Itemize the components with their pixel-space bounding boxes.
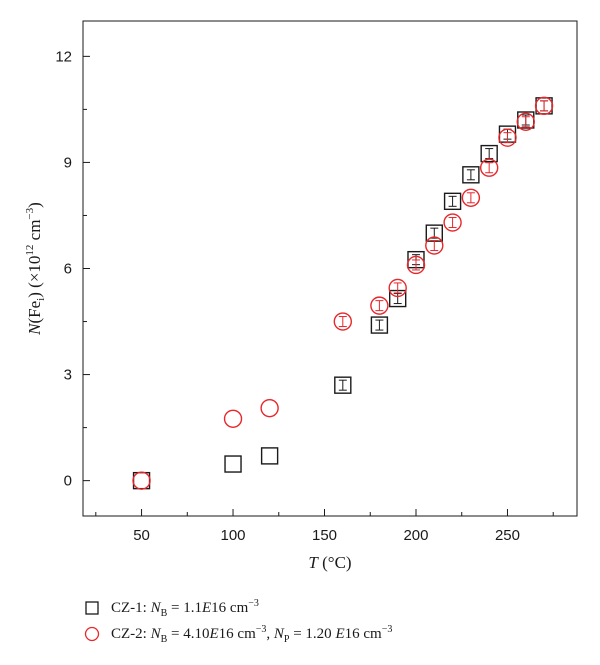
error-bar: [338, 316, 347, 328]
y-tick-label: 3: [64, 367, 72, 384]
error-bar: [393, 293, 402, 305]
cz2-point: [534, 96, 554, 116]
circle-marker-icon: [83, 625, 101, 643]
cz2-point: [223, 409, 243, 428]
x-tick-label: 200: [403, 527, 428, 544]
legend-label-cz1: CZ-1: NB = 1.1E16 cm−3: [111, 597, 259, 619]
cz2-point: [260, 398, 279, 418]
x-tick-label: 250: [495, 527, 520, 544]
error-bar: [466, 169, 475, 181]
error-bar: [411, 259, 420, 271]
error-bar: [430, 240, 439, 252]
cz2-point: [425, 236, 444, 255]
cz1-point: [370, 316, 389, 334]
y-tick-label: 0: [64, 473, 72, 490]
cz2-point: [388, 278, 407, 298]
cz1-point: [480, 144, 498, 163]
scatter-chart: 50 100 150 200 250 0 3 6 9 12 T (°C) N(Fei) (×10…: [24, 20, 578, 572]
error-bar: [466, 192, 475, 204]
axis-ticks: [83, 55, 554, 516]
x-tick-label: 150: [312, 527, 337, 544]
y-tick-labels: 0 3 6 9 12: [55, 48, 72, 489]
x-tick-label: 50: [133, 527, 150, 544]
error-bar: [393, 282, 402, 294]
y-tick-label: 12: [55, 48, 72, 65]
error-bar: [485, 148, 494, 160]
error-bar: [521, 116, 530, 128]
error-bar: [448, 217, 457, 229]
error-bar: [375, 300, 384, 312]
error-bar: [448, 195, 457, 207]
error-bar: [375, 319, 384, 331]
legend-item-cz1: CZ-1: NB = 1.1E16 cm−3: [83, 595, 392, 621]
cz2-point: [333, 312, 353, 331]
legend-label-cz2: CZ-2: NB = 4.10E16 cm−3, NP = 1.20 E16 c…: [111, 623, 393, 645]
y-axis-label: N(Fei) (×1012 cm−3): [24, 202, 47, 336]
cz2-point: [370, 296, 389, 315]
plot-frame: [82, 20, 578, 517]
error-bar: [485, 162, 494, 174]
y-tick-label: 6: [64, 261, 72, 278]
cz1-point: [224, 455, 242, 473]
cz2-point: [406, 255, 426, 275]
cz2-point: [498, 128, 517, 147]
cz1-point: [260, 447, 279, 465]
cz2-point: [461, 188, 481, 207]
legend-item-cz2: CZ-2: NB = 4.10E16 cm−3, NP = 1.20 E16 c…: [83, 621, 392, 647]
cz2-point: [443, 213, 462, 232]
cz1-point: [334, 376, 352, 394]
cz2-point: [479, 158, 499, 177]
square-marker-icon: [83, 599, 101, 617]
cz2-point: [132, 471, 151, 490]
error-bar: [540, 100, 549, 112]
error-bar: [503, 132, 512, 144]
error-bar: [338, 379, 347, 391]
cz1-point: [443, 192, 462, 211]
y-tick-label: 9: [64, 154, 72, 171]
x-tick-labels: 50 100 150 200 250: [133, 527, 520, 544]
x-tick-label: 100: [221, 527, 246, 544]
legend: CZ-1: NB = 1.1E16 cm−3 CZ-2: NB = 4.10E1…: [83, 595, 392, 647]
data-points: [132, 96, 554, 490]
cz2-point: [516, 112, 535, 131]
x-axis-label: T (°C): [308, 553, 351, 572]
cz1-point: [462, 166, 480, 184]
